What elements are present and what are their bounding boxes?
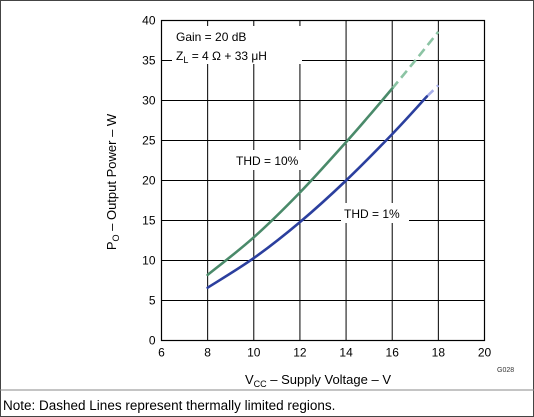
x-tick-label-2: 10 — [247, 346, 261, 360]
y-axis-title-rest: – Output Power – W — [104, 113, 119, 234]
y-tick-labels: 0 5 10 15 20 25 30 35 40 — [142, 14, 156, 348]
y-tick-label-2: 10 — [142, 254, 156, 268]
series-lines — [206, 30, 440, 289]
x-axis-title-main: V — [245, 372, 254, 387]
series-thd1-solid-line — [206, 95, 429, 289]
thd10-label: THD = 10% — [236, 154, 299, 168]
gain-annotation: Gain = 20 dB — [176, 30, 246, 44]
thd1-label-bg — [341, 203, 409, 223]
x-axis-title: VCC – Supply Voltage – V — [245, 372, 391, 389]
load-annotation-sub: L — [183, 55, 188, 65]
y-axis-title-sub: O — [111, 234, 121, 241]
y-axis-title: PO – Output Power – W — [104, 113, 121, 250]
series-thd10-dashed-line — [391, 30, 440, 90]
y-tick-label-5: 25 — [142, 134, 156, 148]
grid-lines — [161, 20, 485, 341]
y-tick-label-7: 35 — [142, 54, 156, 68]
x-axis-title-rest: – Supply Voltage – V — [267, 372, 392, 387]
y-axis-title-main: P — [104, 242, 119, 251]
x-tick-label-5: 16 — [386, 346, 400, 360]
x-tick-label-0: 6 — [158, 346, 165, 360]
load-annotation: ZL = 4 Ω + 33 μH — [176, 49, 267, 65]
thd1-label: THD = 1% — [344, 207, 400, 221]
load-annotation-rest: = 4 Ω + 33 μH — [188, 49, 267, 63]
footer-note: Note: Dashed Lines represent thermally l… — [3, 398, 335, 413]
y-tick-label-1: 5 — [149, 294, 156, 308]
y-tick-label-4: 20 — [142, 174, 156, 188]
series-thd10-solid-line — [206, 87, 394, 277]
load-annotation-main: Z — [176, 49, 183, 63]
y-tick-label-8: 40 — [142, 14, 156, 28]
figure-code: G028 — [497, 367, 514, 374]
x-tick-label-4: 14 — [339, 346, 353, 360]
y-tick-label-3: 15 — [142, 214, 156, 228]
x-tick-label-6: 18 — [432, 346, 446, 360]
x-tick-label-3: 12 — [293, 346, 307, 360]
x-tick-labels: 6 8 10 12 14 16 18 20 — [158, 346, 491, 360]
y-tick-label-6: 30 — [142, 94, 156, 108]
x-tick-label-7: 20 — [478, 346, 492, 360]
thd10-label-bg — [233, 150, 309, 170]
x-axis-title-sub: CC — [254, 379, 267, 389]
x-tick-label-1: 8 — [204, 346, 211, 360]
y-tick-label-0: 0 — [149, 334, 156, 348]
series-thd1-dashed-line — [425, 84, 440, 98]
gain-annotation-bg — [172, 26, 302, 64]
